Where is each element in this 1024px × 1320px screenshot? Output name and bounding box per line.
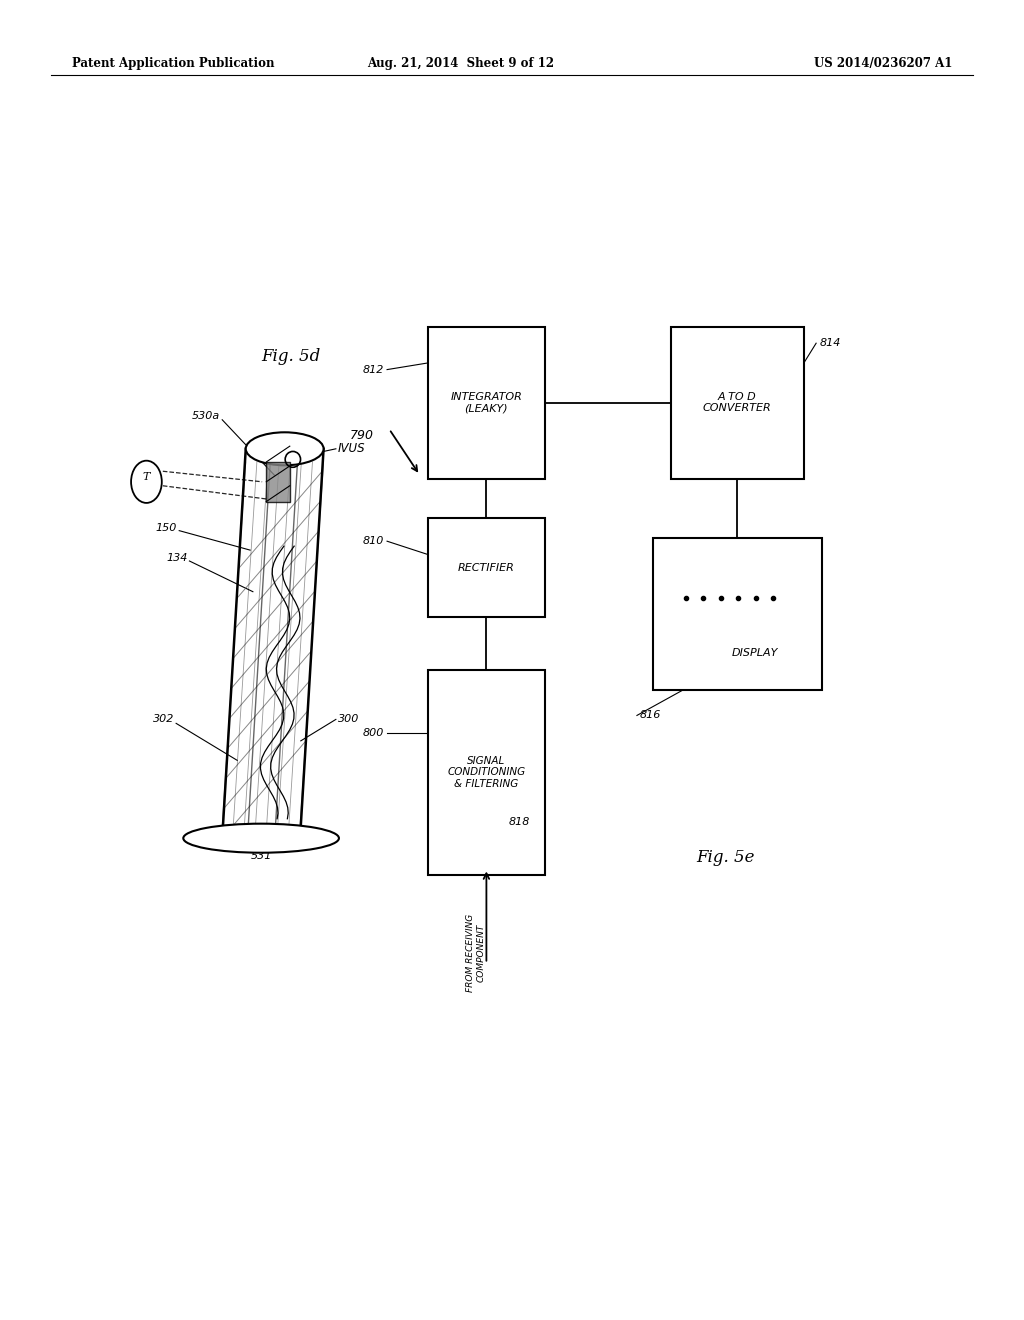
Text: 810: 810 bbox=[362, 536, 384, 546]
Text: 300: 300 bbox=[338, 714, 359, 725]
Text: INTEGRATOR
(LEAKY): INTEGRATOR (LEAKY) bbox=[451, 392, 522, 413]
Text: A TO D
CONVERTER: A TO D CONVERTER bbox=[702, 392, 772, 413]
Text: 816: 816 bbox=[640, 710, 662, 721]
Text: Patent Application Publication: Patent Application Publication bbox=[72, 57, 274, 70]
Ellipse shape bbox=[246, 433, 324, 465]
Text: 800: 800 bbox=[362, 727, 384, 738]
Text: SIGNAL
CONDITIONING
& FILTERING: SIGNAL CONDITIONING & FILTERING bbox=[447, 755, 525, 789]
Text: IVUS: IVUS bbox=[338, 442, 366, 455]
Text: 150: 150 bbox=[156, 523, 177, 533]
Text: FROM RECEIVING
COMPONENT: FROM RECEIVING COMPONENT bbox=[467, 913, 485, 991]
Bar bbox=[671, 327, 804, 479]
Text: 530a: 530a bbox=[191, 411, 220, 421]
Text: 531: 531 bbox=[251, 851, 271, 862]
Text: 134: 134 bbox=[166, 553, 187, 564]
Polygon shape bbox=[266, 462, 290, 502]
Bar bbox=[428, 327, 545, 479]
Text: 302: 302 bbox=[153, 714, 174, 725]
Text: RECTIFIER: RECTIFIER bbox=[458, 562, 515, 573]
Text: 814: 814 bbox=[819, 338, 841, 348]
Text: Aug. 21, 2014  Sheet 9 of 12: Aug. 21, 2014 Sheet 9 of 12 bbox=[368, 57, 554, 70]
Text: 790: 790 bbox=[350, 429, 374, 442]
Text: 818: 818 bbox=[509, 817, 530, 828]
Text: Fig. 5e: Fig. 5e bbox=[696, 850, 755, 866]
Text: 812: 812 bbox=[362, 364, 384, 375]
Bar bbox=[653, 539, 821, 689]
Text: Fig. 5d: Fig. 5d bbox=[261, 348, 321, 364]
Ellipse shape bbox=[183, 824, 339, 853]
Bar bbox=[428, 519, 545, 618]
Bar bbox=[428, 671, 545, 875]
Text: T: T bbox=[142, 471, 151, 482]
Text: DISPLAY: DISPLAY bbox=[732, 648, 778, 659]
Text: US 2014/0236207 A1: US 2014/0236207 A1 bbox=[814, 57, 952, 70]
